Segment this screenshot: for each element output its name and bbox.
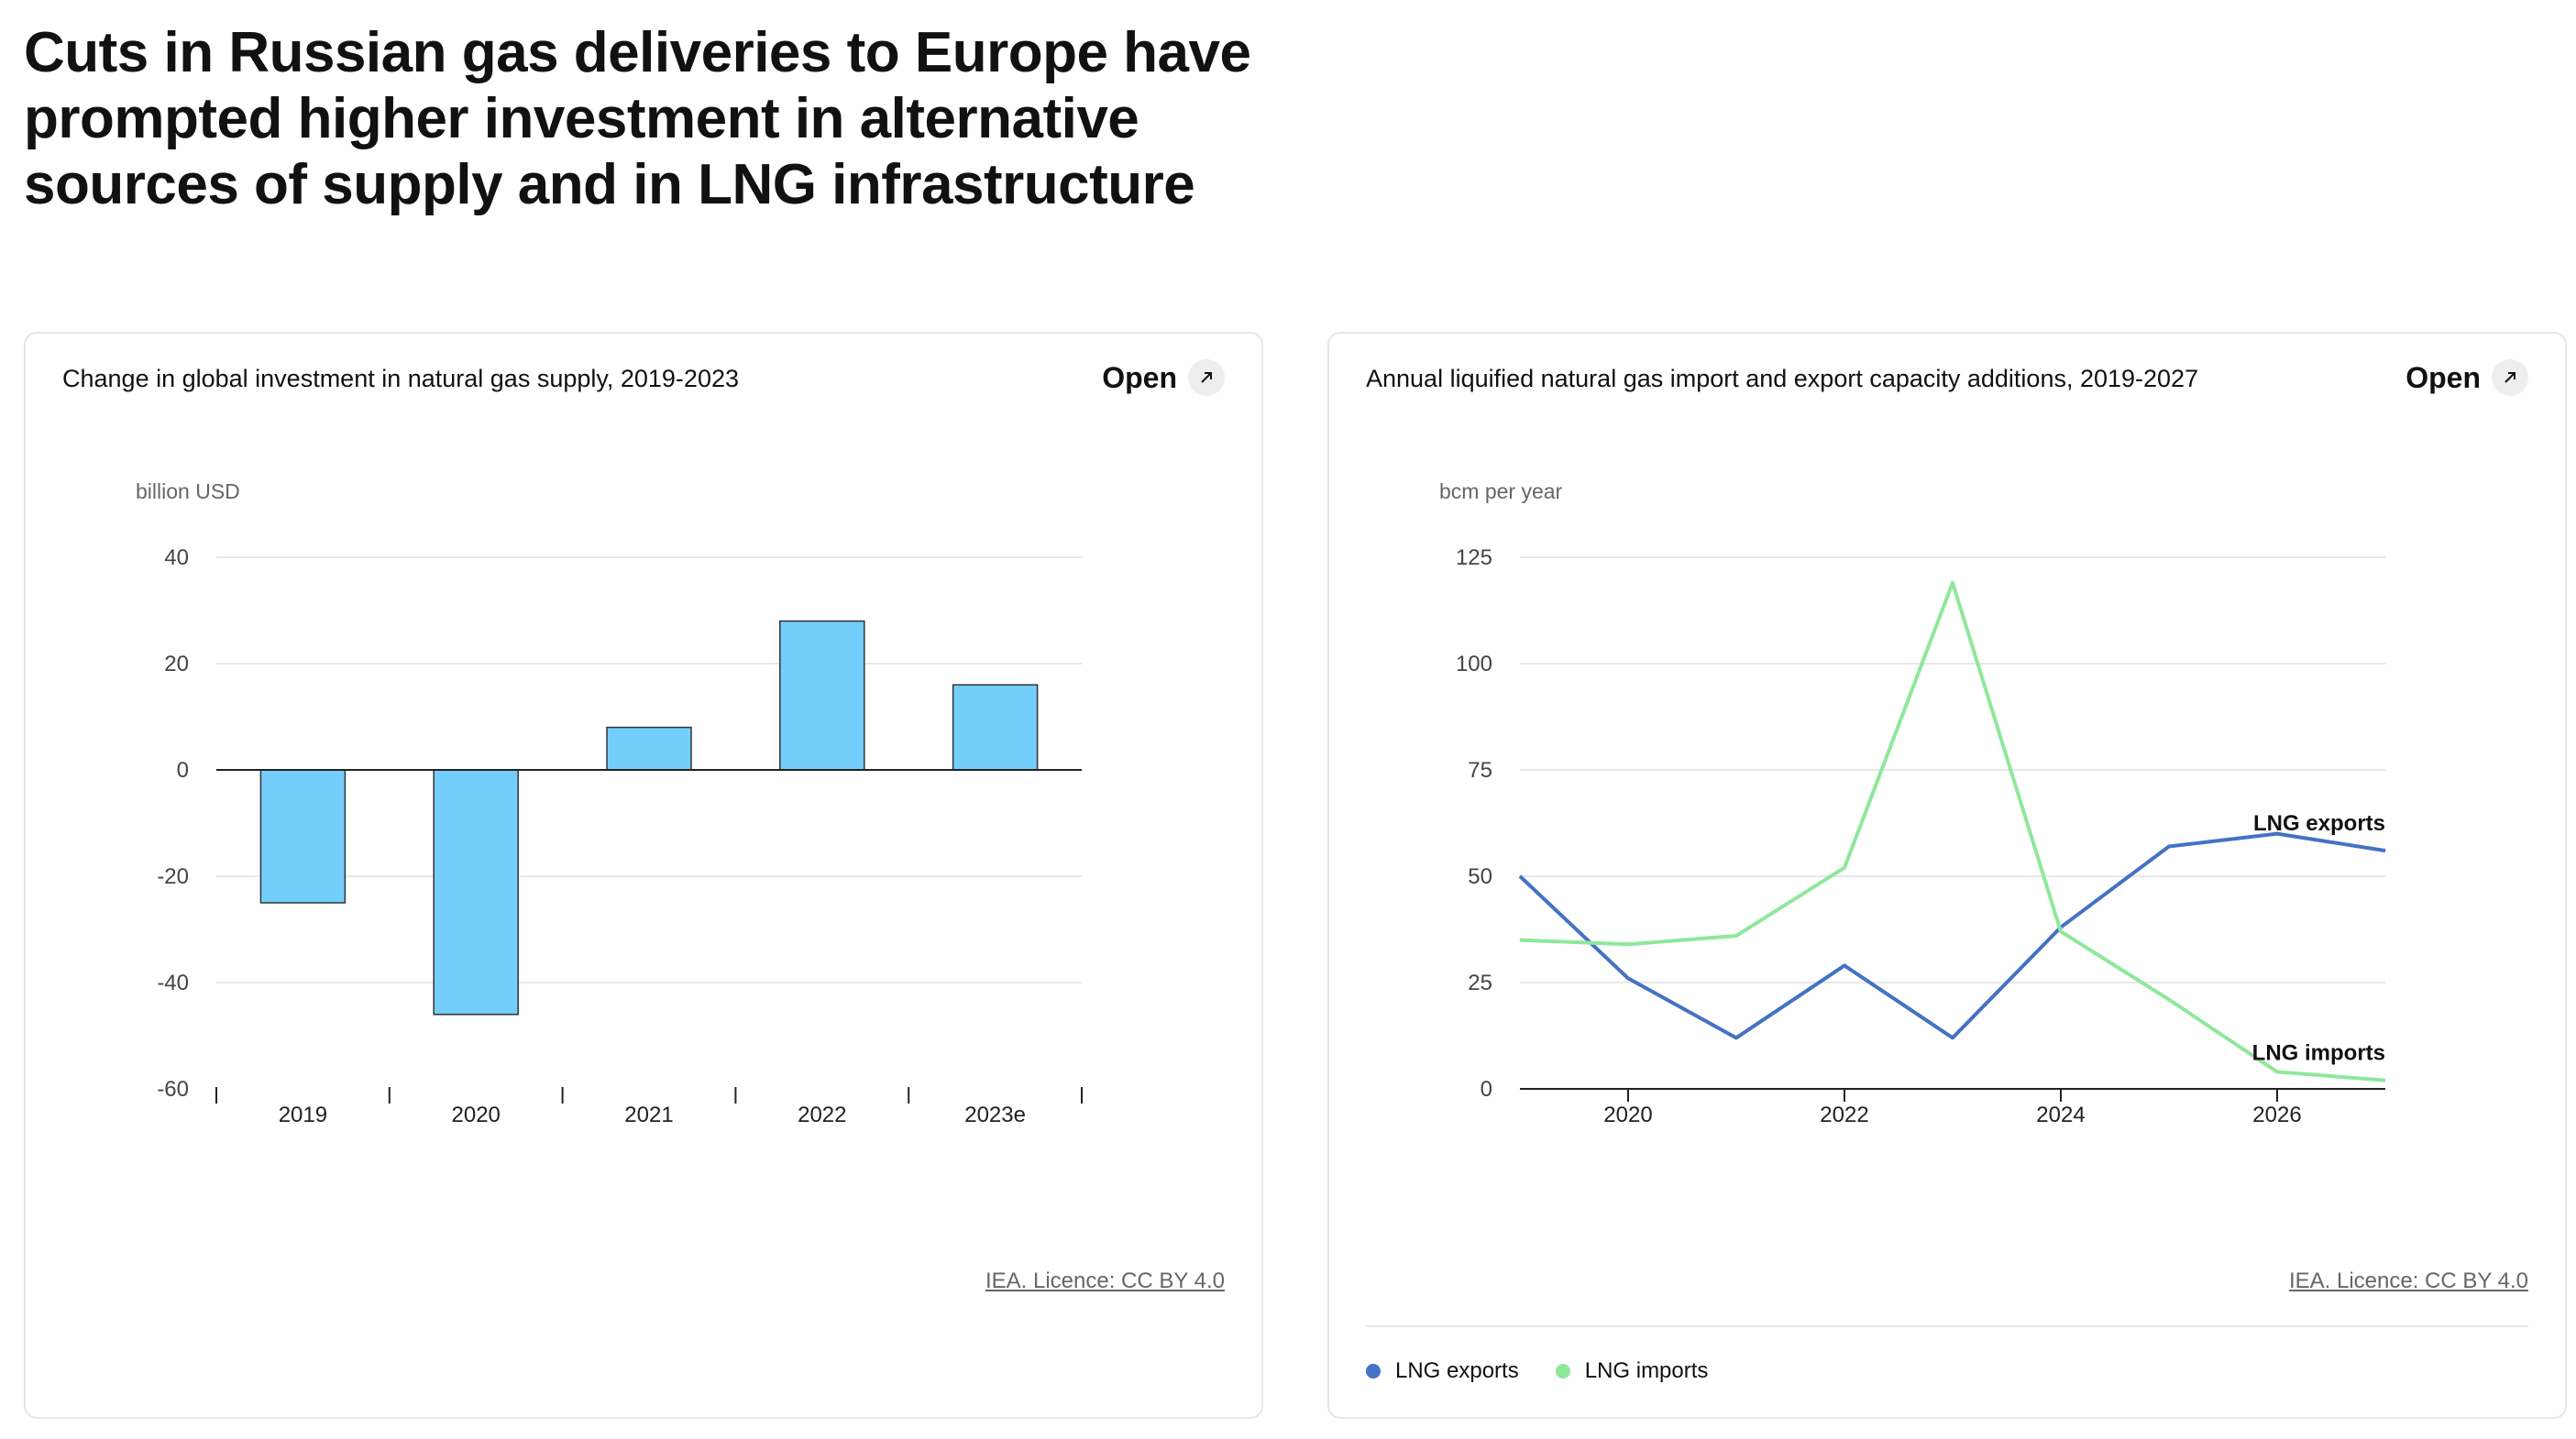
x-tick-label: 2020: [452, 1103, 501, 1127]
x-tick-label: 2020: [1603, 1103, 1652, 1127]
point-lng-exports: [1627, 977, 1629, 979]
bar-2021: [606, 726, 692, 771]
legend-label: LNG imports: [1584, 1358, 1709, 1383]
licence-link[interactable]: IEA. Licence: CC BY 4.0: [2288, 1269, 2528, 1293]
legend-item-lng-imports[interactable]: LNG imports: [1555, 1358, 1709, 1384]
y-tick-label: -20: [157, 864, 189, 889]
open-label: Open: [1102, 360, 1177, 394]
y-tick-label: 0: [177, 758, 189, 783]
point-lng-imports: [2168, 999, 2170, 1001]
legend-label: LNG exports: [1395, 1358, 1519, 1383]
licence-link[interactable]: IEA. Licence: CC BY 4.0: [985, 1269, 1225, 1293]
bar-2019: [259, 769, 347, 904]
open-button[interactable]: Open: [1102, 359, 1225, 396]
series-label-lng-exports: LNG exports: [2253, 811, 2385, 836]
bar-2020: [433, 769, 519, 1016]
legend: LNG exports LNG imports: [1366, 1358, 1708, 1384]
y-tick-label: -40: [157, 971, 189, 995]
y-tick-label: 100: [1456, 652, 1492, 676]
point-lng-exports: [2276, 833, 2278, 835]
y-tick-label: 20: [164, 652, 189, 676]
series-label-lng-imports: LNG imports: [2252, 1041, 2385, 1066]
y-tick-label: 25: [1468, 971, 1492, 995]
open-button[interactable]: Open: [2405, 359, 2528, 396]
legend-item-lng-exports[interactable]: LNG exports: [1366, 1358, 1519, 1384]
point-lng-imports: [1519, 939, 1521, 941]
legend-divider: [1366, 1325, 2528, 1327]
y-tick-label: 125: [1456, 545, 1492, 570]
external-link-icon: [1188, 359, 1225, 396]
x-tick-label: 2023e: [964, 1103, 1026, 1127]
point-lng-imports: [1844, 867, 1845, 869]
point-lng-exports: [1519, 875, 1521, 877]
point-lng-exports: [1844, 964, 1845, 966]
legend-dot: [1555, 1364, 1570, 1379]
point-lng-imports: [1952, 582, 1954, 584]
bar-2023e: [952, 684, 1039, 771]
bar-chart: billion USD 40 20 0 -20 -40 -60 2019 2020 2021 202…: [136, 479, 1083, 1127]
x-tick-label: 2019: [279, 1103, 327, 1127]
x-tick-label: 2022: [798, 1103, 846, 1127]
y-tick-label: 75: [1468, 758, 1492, 783]
x-tick-label: 2024: [2036, 1103, 2085, 1127]
page-title: Cuts in Russian gas deliveries to Europe…: [24, 21, 1251, 216]
y-tick-label: 50: [1468, 864, 1492, 889]
x-tick-label: 2022: [1820, 1103, 1868, 1127]
open-label: Open: [2405, 360, 2481, 394]
x-tick-label: 2026: [2252, 1103, 2301, 1127]
y-axis-label: bcm per year: [1439, 479, 1563, 503]
point-lng-imports: [1627, 943, 1629, 945]
point-lng-exports: [2168, 846, 2170, 848]
investment-chart-card: Change in global investment in natural g…: [24, 332, 1263, 1419]
chart-title: Annual liquified natural gas import and …: [1366, 365, 2199, 392]
y-tick-label: 0: [1481, 1077, 1492, 1102]
chart-title: Change in global investment in natural g…: [62, 365, 739, 392]
external-link-icon: [2492, 359, 2528, 396]
point-lng-imports: [1735, 935, 1737, 937]
y-tick-label: 40: [164, 545, 189, 570]
bar-2022: [779, 620, 865, 771]
point-lng-imports: [2384, 1080, 2386, 1082]
legend-dot: [1366, 1364, 1381, 1379]
point-lng-imports: [2060, 930, 2062, 932]
y-tick-label: -60: [157, 1077, 189, 1102]
lng-capacity-chart-card: Annual liquified natural gas import and …: [1327, 332, 2567, 1419]
x-tick-label: 2021: [624, 1103, 673, 1127]
line-chart: bcm per year 125 100 75 50 25 0 2020 2022 2024 202…: [1439, 479, 2386, 1127]
y-axis-label: billion USD: [136, 479, 240, 503]
point-lng-imports: [2276, 1071, 2278, 1072]
series-line-lng-exports: [1518, 831, 2386, 1040]
